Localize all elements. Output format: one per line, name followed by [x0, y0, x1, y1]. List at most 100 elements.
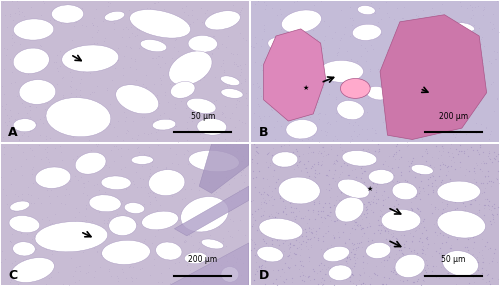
- Point: [310, 277, 318, 281]
- Point: [320, 46, 328, 50]
- Point: [94, 24, 102, 29]
- Point: [104, 269, 112, 273]
- Ellipse shape: [411, 164, 433, 174]
- Point: [69, 134, 77, 139]
- Point: [86, 231, 94, 236]
- Point: [404, 168, 412, 173]
- Point: [188, 13, 196, 17]
- Point: [333, 258, 341, 263]
- Point: [224, 84, 232, 88]
- Point: [360, 270, 368, 274]
- Point: [2, 192, 10, 197]
- Point: [428, 254, 436, 258]
- Ellipse shape: [75, 152, 106, 174]
- Point: [408, 234, 416, 238]
- Point: [360, 168, 368, 173]
- Point: [364, 147, 372, 152]
- Point: [57, 114, 65, 118]
- Point: [303, 61, 311, 66]
- Point: [7, 268, 15, 273]
- Point: [346, 268, 354, 273]
- Point: [393, 266, 401, 270]
- Point: [347, 134, 355, 138]
- Point: [307, 197, 315, 202]
- Point: [96, 265, 104, 269]
- Point: [56, 64, 64, 68]
- Point: [304, 237, 312, 241]
- Point: [154, 0, 162, 5]
- Point: [14, 194, 22, 198]
- Point: [452, 134, 460, 139]
- Point: [259, 192, 267, 196]
- Point: [462, 172, 469, 177]
- Point: [26, 107, 34, 112]
- Point: [466, 236, 473, 240]
- Point: [334, 274, 342, 279]
- Point: [170, 102, 178, 106]
- Point: [279, 209, 287, 214]
- Point: [307, 58, 315, 63]
- Point: [391, 272, 399, 277]
- Point: [402, 73, 409, 77]
- Point: [76, 105, 84, 110]
- Point: [492, 57, 500, 61]
- Point: [248, 224, 256, 229]
- Point: [170, 249, 178, 253]
- Point: [470, 176, 478, 181]
- Point: [154, 100, 162, 105]
- Ellipse shape: [9, 215, 40, 233]
- Point: [290, 88, 298, 92]
- Point: [463, 60, 471, 65]
- Point: [311, 184, 319, 188]
- Point: [428, 184, 436, 189]
- Point: [132, 170, 140, 174]
- Point: [392, 198, 400, 203]
- Point: [134, 91, 142, 96]
- Point: [312, 180, 320, 185]
- Point: [298, 270, 306, 274]
- Point: [434, 59, 442, 64]
- Point: [196, 229, 204, 233]
- Point: [392, 151, 400, 156]
- Point: [486, 156, 494, 161]
- Point: [46, 29, 54, 33]
- Point: [310, 277, 318, 281]
- Point: [465, 218, 473, 223]
- Point: [295, 208, 303, 213]
- Point: [210, 156, 218, 161]
- Point: [256, 84, 264, 88]
- Polygon shape: [154, 243, 249, 285]
- Point: [460, 150, 468, 155]
- Point: [150, 1, 158, 5]
- Point: [443, 251, 451, 255]
- Point: [333, 153, 341, 157]
- Point: [438, 143, 446, 148]
- Point: [206, 233, 214, 237]
- Point: [340, 204, 348, 209]
- Ellipse shape: [132, 156, 154, 164]
- Point: [475, 202, 483, 206]
- Point: [450, 257, 458, 262]
- Point: [424, 266, 432, 271]
- Point: [335, 109, 343, 113]
- Point: [420, 225, 428, 229]
- Point: [318, 239, 326, 243]
- Point: [472, 213, 480, 217]
- Point: [286, 265, 294, 269]
- Point: [351, 72, 359, 76]
- Point: [344, 213, 352, 218]
- Point: [298, 278, 306, 283]
- Point: [140, 131, 147, 135]
- Point: [110, 21, 118, 26]
- Point: [76, 80, 84, 85]
- Point: [312, 229, 320, 233]
- Point: [400, 271, 407, 275]
- Point: [484, 156, 492, 160]
- Point: [20, 126, 28, 130]
- Point: [387, 216, 395, 221]
- Ellipse shape: [104, 11, 124, 21]
- Point: [288, 275, 296, 280]
- Point: [294, 226, 302, 231]
- Point: [266, 251, 274, 256]
- Point: [458, 149, 466, 153]
